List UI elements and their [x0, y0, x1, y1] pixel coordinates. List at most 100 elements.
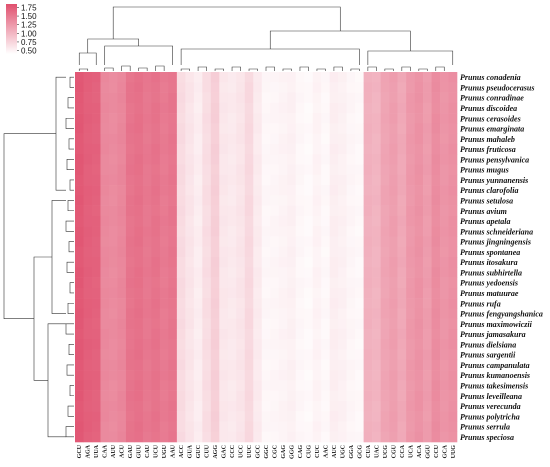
heatmap-cell	[117, 174, 127, 186]
heatmap-cell	[202, 185, 212, 196]
heatmap-cell	[134, 195, 144, 206]
heatmap-cell	[176, 143, 186, 155]
heatmap-cell	[329, 205, 339, 217]
heatmap-cell	[321, 298, 330, 309]
heatmap-cell	[83, 339, 93, 350]
heatmap-cell	[372, 328, 381, 340]
heatmap-cell	[142, 236, 152, 248]
heatmap-cell	[295, 380, 305, 391]
heatmap-cell	[304, 92, 313, 104]
heatmap-cell	[380, 205, 390, 217]
heatmap-cell	[389, 215, 398, 227]
heatmap-cell	[202, 215, 212, 227]
heatmap-cell	[389, 328, 398, 340]
heatmap-cell	[304, 143, 313, 155]
heatmap-cell	[278, 195, 288, 206]
heatmap-cell	[338, 113, 347, 124]
heatmap-cell	[440, 236, 449, 248]
heatmap-cell	[244, 308, 254, 319]
heatmap-cell	[108, 174, 118, 186]
heatmap-cell	[312, 298, 322, 309]
heatmap-cell	[227, 92, 237, 104]
heatmap-cell	[312, 82, 322, 93]
heatmap-cell	[448, 349, 458, 361]
heatmap-cell	[312, 226, 322, 237]
heatmap-cell	[227, 287, 237, 299]
heatmap-cell	[151, 318, 161, 330]
heatmap-cell	[440, 133, 449, 145]
heatmap-cell	[363, 370, 373, 381]
heatmap-cell	[440, 370, 449, 381]
heatmap-cell	[287, 246, 297, 258]
heatmap-cell	[414, 195, 424, 206]
heatmap-cell	[346, 102, 356, 114]
dendrogram-link	[180, 48, 360, 65]
heatmap-cell	[83, 370, 93, 381]
heatmap-cell	[270, 102, 280, 114]
heatmap-cell	[219, 246, 229, 258]
column-label: AGA	[86, 444, 92, 458]
heatmap-cell	[338, 370, 347, 381]
column-label: CAG	[298, 445, 304, 459]
heatmap-cell	[185, 185, 195, 196]
heatmap-cell	[321, 164, 330, 176]
heatmap-cell	[75, 82, 84, 93]
heatmap-cell	[108, 411, 118, 422]
heatmap-cell	[219, 226, 229, 237]
heatmap-cell	[329, 277, 339, 289]
dendrogram-link	[68, 138, 74, 150]
heatmap-cell	[338, 92, 347, 104]
heatmap-cell	[159, 236, 169, 248]
heatmap-cell	[338, 215, 347, 227]
heatmap-cell	[202, 92, 212, 104]
heatmap-cell	[389, 92, 398, 104]
heatmap-cell	[440, 123, 449, 134]
heatmap-cell	[236, 328, 246, 340]
heatmap-cell	[380, 164, 390, 176]
heatmap-cell	[83, 287, 93, 299]
heatmap-cell	[83, 92, 93, 104]
heatmap-cell	[372, 164, 381, 176]
heatmap-cell	[355, 215, 364, 227]
heatmap-cell	[414, 102, 424, 114]
heatmap-cell	[253, 102, 263, 114]
heatmap-cell	[304, 154, 313, 165]
heatmap-cell	[227, 246, 237, 258]
heatmap-cell	[202, 370, 212, 381]
heatmap-cell	[142, 215, 152, 227]
heatmap-cell	[261, 113, 271, 124]
heatmap-cell	[329, 246, 339, 258]
dendrogram-link	[67, 405, 74, 417]
heatmap-cell	[117, 236, 127, 248]
heatmap-cell	[270, 277, 280, 289]
heatmap-cell	[91, 400, 101, 412]
heatmap-cell	[117, 195, 127, 206]
heatmap-cell	[261, 72, 271, 83]
heatmap-cell	[227, 133, 237, 145]
heatmap-cell	[117, 143, 127, 155]
colorbar-tick-label: 1.75	[21, 3, 37, 12]
heatmap-cell	[185, 421, 195, 433]
heatmap-cell	[219, 82, 229, 93]
heatmap-cell	[253, 421, 263, 433]
heatmap-cell	[83, 164, 93, 176]
heatmap-cell	[117, 82, 127, 93]
heatmap-cell	[287, 133, 297, 145]
heatmap-cell	[287, 226, 297, 237]
heatmap-cell	[142, 92, 152, 104]
heatmap-cell	[321, 308, 330, 319]
heatmap-cell	[406, 72, 415, 83]
heatmap-cell	[261, 380, 271, 391]
heatmap-cell	[321, 154, 330, 165]
heatmap-cell	[193, 164, 203, 176]
dendrogram-link	[65, 220, 74, 232]
heatmap-cell	[193, 143, 203, 155]
heatmap-cell	[210, 370, 220, 381]
heatmap-cell	[338, 421, 347, 433]
dendrogram-link	[65, 323, 74, 335]
heatmap-cell	[355, 92, 364, 104]
dendrogram-link	[316, 68, 326, 71]
heatmap-cell	[134, 82, 144, 93]
heatmap-cell	[363, 133, 373, 145]
heatmap-cell	[431, 133, 441, 145]
